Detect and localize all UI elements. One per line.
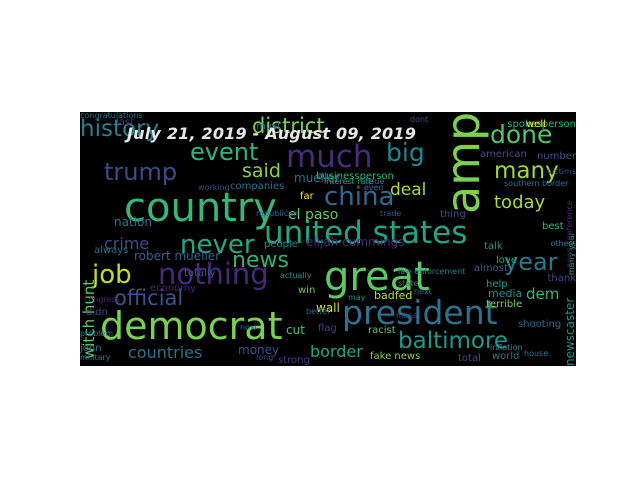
cloud-word: even: [364, 183, 384, 192]
cloud-word: others: [550, 239, 576, 248]
cloud-word: terrible: [486, 299, 523, 310]
cloud-word: newscaster: [563, 297, 576, 366]
cloud-word: true: [368, 177, 385, 186]
cloud-word: president: [342, 293, 498, 332]
date-range-title: July 21, 2019 - August 09, 2019: [127, 124, 417, 143]
cloud-word: republican: [256, 209, 299, 218]
cloud-word: strong: [278, 355, 310, 366]
cloud-word: big: [386, 138, 425, 167]
cloud-word: long: [256, 353, 274, 362]
cloud-word: news: [232, 248, 289, 273]
cloud-word: businessperson: [316, 171, 394, 182]
cloud-word: law enforcement: [398, 267, 466, 276]
cloud-word: dont: [410, 115, 429, 124]
cloud-word: working: [198, 183, 230, 192]
cloud-word: never: [180, 230, 255, 260]
cloud-word: southern border: [504, 179, 569, 188]
word-cloud: great democrat amp country united states pres…: [80, 112, 576, 366]
cloud-word: state: [398, 279, 419, 288]
cloud-word: united states: [264, 215, 468, 251]
cloud-word: history: [80, 116, 160, 142]
cloud-word: wall: [316, 301, 340, 315]
cloud-word: last: [116, 117, 135, 128]
cloud-word: fake news: [370, 351, 421, 362]
cloud-word: next: [414, 287, 432, 296]
cloud-word: always: [94, 245, 129, 256]
cloud-word: news conference: [565, 200, 574, 268]
cloud-word: problem: [80, 329, 114, 338]
cloud-word: robert mueller: [134, 249, 221, 263]
cloud-word: today: [494, 192, 546, 213]
cloud-word: much: [286, 139, 373, 175]
cloud-word: american: [480, 149, 527, 160]
cloud-word: deal: [390, 180, 427, 200]
cloud-word: mass: [396, 311, 418, 320]
cloud-word: crime: [104, 234, 150, 253]
cloud-word: talk: [484, 241, 503, 252]
cloud-word: nation: [114, 215, 152, 229]
cloud-word: thing: [440, 209, 466, 220]
cloud-word: shooting: [518, 319, 562, 330]
cloud-word: country: [124, 185, 277, 231]
cloud-word: number: [536, 151, 576, 162]
cloud-word: media: [488, 287, 523, 300]
cloud-word: congratulations: [80, 112, 143, 120]
cloud-word: job: [92, 260, 132, 290]
cloud-word: must: [256, 121, 282, 132]
cloud-word: year: [504, 248, 558, 276]
cloud-word: house: [524, 349, 549, 358]
cloud-word: trade: [380, 209, 402, 218]
cloud-word: well: [526, 119, 546, 130]
cloud-word: amp: [436, 112, 490, 215]
cloud-word: congress: [84, 295, 120, 304]
cloud-word: said: [242, 160, 281, 182]
cloud-word: best: [542, 221, 564, 232]
cloud-word: dem: [526, 285, 560, 303]
cloud-word: victims: [547, 167, 576, 176]
cloud-word: now: [240, 323, 257, 332]
cloud-word: john: [80, 343, 102, 354]
cloud-word: world: [492, 351, 520, 362]
cloud-word: district: [252, 114, 325, 138]
cloud-word: official: [114, 286, 184, 310]
cloud-word: far: [300, 191, 314, 202]
cloud-word: actually: [280, 271, 312, 280]
cloud-word: democrat: [100, 304, 283, 348]
cloud-word: badfed: [374, 289, 413, 302]
cloud-word: inflation: [490, 343, 523, 352]
cloud-word: great: [324, 254, 430, 300]
cloud-word: totally: [184, 268, 216, 279]
cloud-word: better: [306, 307, 331, 316]
cloud-word: done: [490, 120, 553, 149]
cloud-word: event: [190, 138, 259, 166]
cloud-word: many: [494, 158, 559, 184]
cloud-word: china: [324, 182, 395, 212]
cloud-word: elijah cummings: [306, 235, 405, 249]
cloud-word: love: [496, 255, 517, 266]
cloud-word: interest rate: [324, 177, 374, 186]
cloud-word: thank: [547, 273, 576, 284]
cloud-word: mueller: [294, 171, 340, 185]
cloud-word: nothing: [158, 257, 269, 291]
cloud-word: money: [238, 343, 280, 357]
cloud-word: countries: [128, 343, 203, 362]
cloud-word: win: [298, 285, 316, 296]
cloud-word: border: [310, 342, 363, 361]
cloud-word: didn: [86, 307, 108, 318]
cloud-word: trump: [104, 158, 178, 186]
cloud-word: spokesperson: [507, 119, 576, 130]
cloud-word: help: [486, 279, 508, 290]
cloud-word: military: [80, 353, 111, 362]
cloud-word: racist: [368, 325, 396, 336]
cloud-word: total: [458, 353, 481, 364]
cloud-word: people: [264, 239, 298, 250]
cloud-word: economy: [150, 283, 196, 294]
cloud-word: may: [348, 293, 366, 302]
cloud-word: el paso: [288, 207, 339, 223]
cloud-word: cut: [286, 323, 305, 337]
cloud-word: baltimore: [398, 328, 509, 354]
cloud-word: flag: [318, 323, 337, 334]
cloud-word: almost: [474, 263, 508, 274]
cloud-word: companies: [230, 181, 285, 192]
